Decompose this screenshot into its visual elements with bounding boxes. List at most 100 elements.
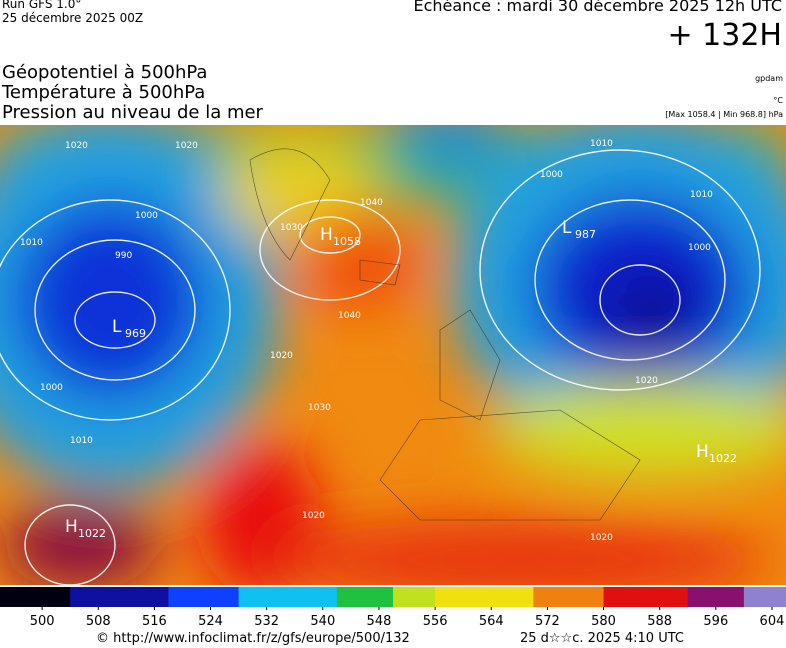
colorbar-label: 508	[86, 614, 111, 629]
colorbar-swatch	[701, 587, 717, 607]
isobar-label: 1020	[270, 351, 293, 361]
source-url: © http://www.infoclimat.fr/z/gfs/europe/…	[96, 631, 410, 646]
colorbar-swatch	[715, 587, 731, 607]
colorbar-swatch	[196, 587, 212, 607]
center-value: 969	[125, 327, 146, 340]
colorbar-swatch	[336, 587, 352, 607]
lead-time: + 132H	[667, 18, 783, 53]
isobar-label: 1010	[590, 139, 613, 149]
colorbar-swatch	[56, 587, 71, 607]
colorbar-swatch	[435, 587, 450, 607]
isobar-label: 1000	[540, 170, 563, 180]
field: Géopotentiel à 500hPa	[2, 62, 208, 83]
colorbar-swatch	[603, 587, 619, 607]
isobar-label: 1000	[688, 243, 711, 253]
isobar-label: 1000	[135, 211, 158, 221]
unit: [Max 1058.4 | Min 968.8] hPa	[665, 110, 783, 119]
colorbar-swatch	[42, 587, 57, 607]
colorbar-swatch	[729, 587, 745, 607]
colorbar-swatch	[673, 587, 689, 607]
echeance: Echéance : mardi 30 décembre 2025 12h UT…	[413, 0, 782, 15]
colorbar-swatch	[771, 587, 786, 607]
center-letter: H	[320, 225, 333, 245]
colorbar-label: 540	[310, 614, 335, 629]
colorbar-label: 572	[535, 614, 560, 629]
center-letter: L	[112, 317, 122, 337]
colorbar-label: 524	[198, 614, 223, 629]
colorbar-swatch	[378, 587, 394, 607]
colorbar-label: 588	[647, 614, 672, 629]
isobar-label: 990	[115, 251, 132, 261]
isobar-label: 1030	[308, 403, 331, 413]
colorbar-swatch	[631, 587, 647, 607]
colorbar-swatch	[491, 587, 506, 607]
colorbar-swatch	[575, 587, 590, 607]
colorbar-swatch	[154, 587, 169, 607]
colorbar-swatch	[477, 587, 492, 607]
isobar-label: 1010	[70, 436, 93, 446]
center-value: 987	[575, 228, 596, 241]
colorbar-swatch	[98, 587, 113, 607]
colorbar-swatch	[463, 587, 478, 607]
isobar-label: 1020	[635, 376, 658, 386]
isobar-label: 1040	[360, 198, 383, 208]
colorbar-swatch	[533, 587, 548, 607]
colorbar-label: 596	[703, 614, 728, 629]
colorbar-swatch	[266, 587, 282, 607]
unit: °C	[773, 96, 783, 105]
colorbar-swatch	[168, 587, 183, 607]
field: Pression au niveau de la mer	[2, 102, 263, 123]
colorbar-swatch	[308, 587, 324, 607]
colorbar-label: 556	[423, 614, 448, 629]
colorbar-swatch	[112, 587, 127, 607]
colorbar-swatch	[252, 587, 268, 607]
colorbar-swatch	[350, 587, 366, 607]
colorbar-swatch	[505, 587, 520, 607]
colorbar-label: 564	[479, 614, 504, 629]
isobar-label: 1030	[280, 223, 303, 233]
center-value: 1058	[333, 235, 361, 248]
colorbar-swatch	[645, 587, 661, 607]
center-letter: H	[65, 517, 78, 537]
isobar-label: 1010	[20, 238, 43, 248]
colorbar-swatch	[224, 587, 240, 607]
colorbar-swatch	[70, 587, 85, 607]
colorbar-label: 532	[254, 614, 279, 629]
colorbar-swatch	[407, 587, 422, 607]
colorbar-swatch	[364, 587, 380, 607]
colorbar-swatch	[182, 587, 197, 607]
colorbar-swatch	[14, 587, 29, 607]
colorbar-swatch	[421, 587, 436, 607]
colorbar-swatch	[743, 587, 759, 607]
colorbar-swatch	[294, 587, 310, 607]
isobar-label: 1020	[590, 533, 613, 543]
center-letter: H	[696, 442, 709, 462]
center-value: 1022	[78, 527, 106, 540]
center-value: 1022	[709, 452, 737, 465]
colorbar-swatch	[28, 587, 43, 607]
colorbar-swatch	[238, 587, 254, 607]
field-shading	[0, 125, 786, 585]
run: Run GFS 1.0°	[2, 0, 82, 11]
colorbar-label: 580	[591, 614, 616, 629]
colorbar-swatch	[617, 587, 633, 607]
colorbar-swatch	[280, 587, 296, 607]
colorbar-swatch	[84, 587, 99, 607]
colorbar-swatch	[210, 587, 226, 607]
colorbar-swatch	[0, 587, 15, 607]
isobar-label: 1010	[690, 190, 713, 200]
isobar-label: 1020	[302, 511, 325, 521]
colorbar-swatch	[322, 587, 338, 607]
field: Température à 500hPa	[2, 82, 206, 103]
colorbar-label: 604	[760, 614, 785, 629]
isobar-label: 1020	[65, 141, 88, 151]
colorbar-swatch	[126, 587, 141, 607]
colorbar-label: 500	[30, 614, 55, 629]
colorbar-swatch	[687, 587, 703, 607]
generated: 25 d☆☆c. 2025 4:10 UTC	[520, 631, 684, 646]
colorbar-swatch	[757, 587, 773, 607]
colorbar-swatch	[659, 587, 675, 607]
colorbar-label: 548	[367, 614, 392, 629]
